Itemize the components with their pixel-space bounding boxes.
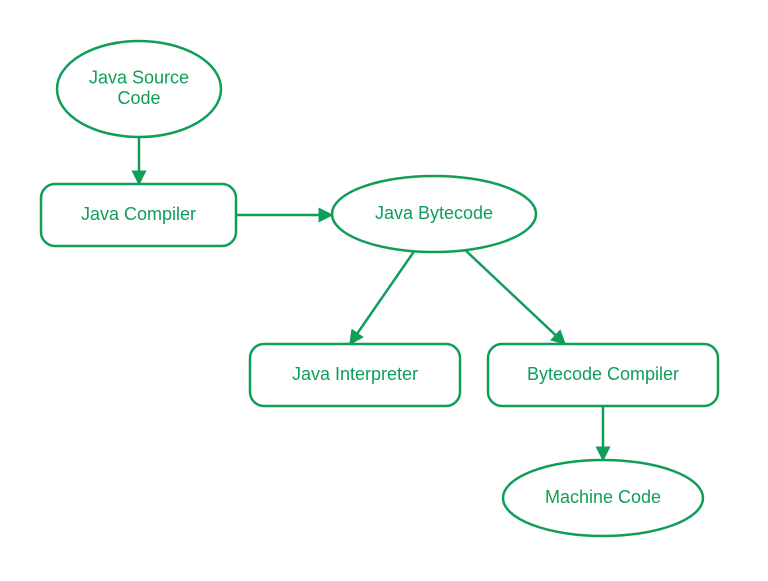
node-compiler: Java Compiler — [41, 184, 236, 246]
node-bytecode: Java Bytecode — [332, 176, 536, 252]
node-label: Java Interpreter — [292, 364, 418, 384]
node-source: Java SourceCode — [57, 41, 221, 137]
node-label: Machine Code — [545, 487, 661, 507]
node-bccompiler: Bytecode Compiler — [488, 344, 718, 406]
edge-bytecode-interpreter — [350, 250, 415, 344]
node-label: Code — [117, 88, 160, 108]
node-label: Java Compiler — [81, 204, 196, 224]
node-label: Java Bytecode — [375, 203, 493, 223]
node-label: Java Source — [89, 67, 189, 87]
edge-bytecode-bccompiler — [463, 248, 565, 344]
node-label: Bytecode Compiler — [527, 364, 679, 384]
node-interpreter: Java Interpreter — [250, 344, 460, 406]
node-machine: Machine Code — [503, 460, 703, 536]
